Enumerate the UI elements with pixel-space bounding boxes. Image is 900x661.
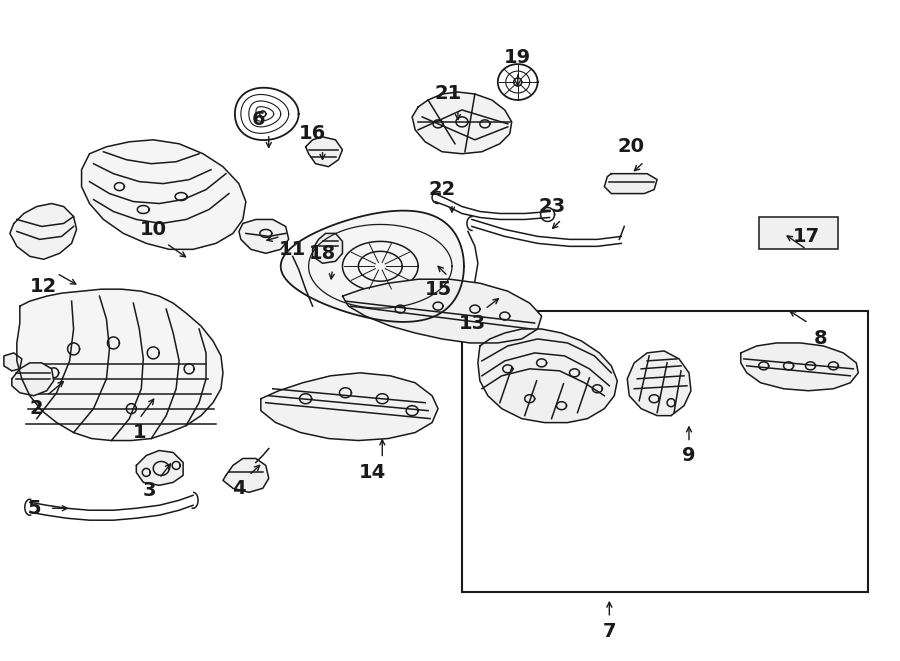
Polygon shape — [604, 174, 657, 194]
Polygon shape — [627, 351, 691, 416]
Text: 12: 12 — [30, 277, 58, 295]
Text: 21: 21 — [435, 85, 462, 104]
Text: 5: 5 — [27, 499, 40, 518]
Text: 23: 23 — [538, 197, 565, 216]
Text: 1: 1 — [132, 423, 146, 442]
Polygon shape — [261, 373, 438, 440]
Polygon shape — [306, 137, 343, 167]
Polygon shape — [4, 353, 22, 371]
Text: 8: 8 — [814, 329, 827, 348]
Polygon shape — [412, 92, 512, 154]
Text: 6: 6 — [252, 110, 266, 130]
Polygon shape — [312, 233, 343, 263]
Text: 14: 14 — [359, 463, 386, 482]
Polygon shape — [10, 204, 76, 259]
Text: 18: 18 — [309, 244, 337, 263]
Bar — [462, 311, 868, 592]
Polygon shape — [343, 279, 542, 343]
Polygon shape — [82, 140, 246, 249]
Text: 7: 7 — [603, 622, 616, 641]
Text: 19: 19 — [504, 48, 531, 67]
Polygon shape — [238, 219, 289, 253]
Polygon shape — [478, 329, 617, 422]
Polygon shape — [281, 211, 464, 322]
Bar — [759, 217, 839, 249]
Text: 22: 22 — [428, 180, 455, 199]
Text: 11: 11 — [279, 240, 306, 259]
Polygon shape — [741, 343, 859, 391]
Text: 15: 15 — [425, 280, 452, 299]
Polygon shape — [223, 459, 269, 492]
Text: 2: 2 — [30, 399, 43, 418]
Text: 4: 4 — [232, 479, 246, 498]
Text: 13: 13 — [458, 313, 485, 332]
Text: 3: 3 — [142, 481, 156, 500]
Polygon shape — [17, 289, 223, 440]
Text: 17: 17 — [793, 227, 820, 246]
Text: 20: 20 — [617, 137, 644, 156]
Polygon shape — [12, 363, 54, 396]
Text: 9: 9 — [682, 446, 696, 465]
Text: 10: 10 — [140, 220, 166, 239]
Text: 16: 16 — [299, 124, 326, 143]
Polygon shape — [136, 451, 183, 485]
